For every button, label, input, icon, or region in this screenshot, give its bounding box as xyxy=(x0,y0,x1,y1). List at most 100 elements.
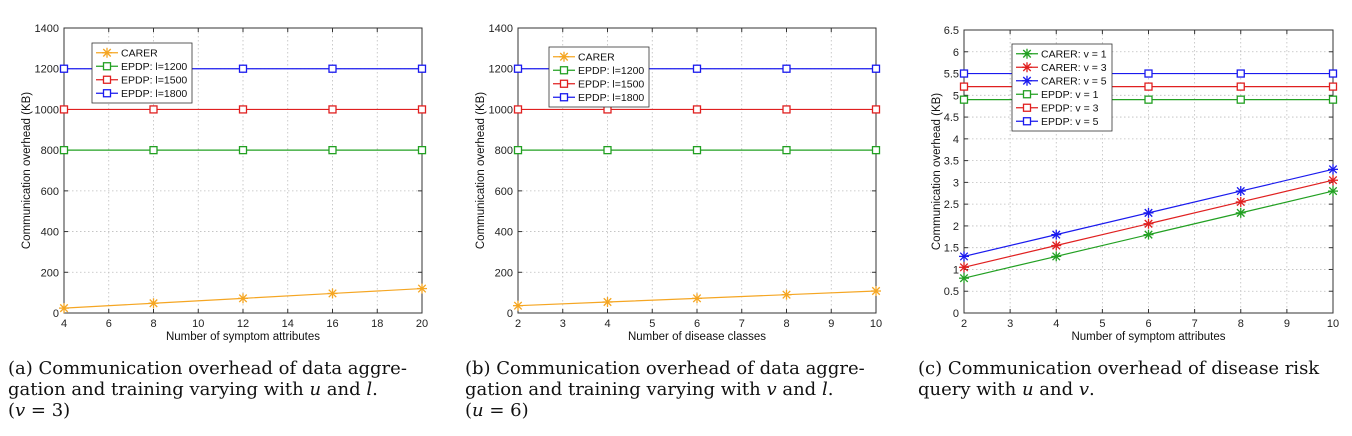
data-point xyxy=(959,251,969,262)
caption-b-period: . xyxy=(827,379,834,400)
data-point xyxy=(871,105,881,114)
caption-a-paren-open: ( xyxy=(8,400,16,421)
y-tick-label: 400 xyxy=(41,227,59,239)
data-point xyxy=(238,293,248,304)
x-tick-label: 14 xyxy=(282,318,294,330)
data-point xyxy=(1328,186,1338,197)
chart-panel-b: 2 3 4 5 6 7 8 9 10 0 200 400 600 800 1000 1200 1400 Numbe… xyxy=(455,0,895,436)
data-point xyxy=(417,145,427,155)
x-tick-label: 8 xyxy=(1238,318,1244,330)
y-tick-label: 6 xyxy=(953,47,959,59)
y-tick-label: 0 xyxy=(53,308,59,320)
legend-marker xyxy=(102,47,112,58)
data-point xyxy=(328,64,337,73)
x-tick-label: 6 xyxy=(1145,318,1151,330)
y-tick-label: 1400 xyxy=(35,23,59,35)
legend-label: CARER xyxy=(578,52,615,64)
legend-item: EPDP: l=1800 xyxy=(553,92,644,104)
data-point xyxy=(1143,218,1154,229)
x-tick-label: 20 xyxy=(416,318,428,330)
chart-c-caption: (c) Communication overhead of disease ri… xyxy=(918,358,1319,400)
legend-item: EPDP: l=1200 xyxy=(96,61,187,73)
x-tick-label: 4 xyxy=(604,318,610,330)
data-point xyxy=(871,64,881,73)
y-tick-label: 1 xyxy=(953,264,959,276)
legend-item: EPDP: v = 1 xyxy=(1016,89,1099,101)
x-tick-label: 12 xyxy=(237,318,249,330)
caption-a-and: and xyxy=(321,379,367,400)
x-axis-label: Number of disease classes xyxy=(628,331,766,343)
x-tick-label: 3 xyxy=(560,318,566,330)
caption-c-var-u: u xyxy=(1021,379,1034,400)
x-tick-label: 10 xyxy=(1327,318,1339,330)
x-tick-label: 7 xyxy=(1192,318,1198,330)
series-0 xyxy=(959,186,1338,284)
legend-item: CARER xyxy=(96,48,158,60)
data-point xyxy=(238,105,248,114)
legend-label: EPDP: l=1200 xyxy=(121,61,187,73)
x-tick-label: 2 xyxy=(515,318,521,330)
chart-a-caption: (a) Communication overhead of data aggre… xyxy=(8,358,407,421)
data-point xyxy=(327,288,338,299)
legend-marker xyxy=(1022,90,1032,99)
caption-c-and: and xyxy=(1033,379,1079,400)
caption-c-var-v: v xyxy=(1078,379,1090,400)
data-point xyxy=(603,145,612,155)
x-axis-label: Number of symptom attributes xyxy=(1071,331,1225,343)
data-point xyxy=(959,262,969,273)
x-tick-label: 9 xyxy=(828,318,834,330)
chart-b-plot: 2 3 4 5 6 7 8 9 10 0 200 400 600 800 1000 1200 1400 Numbe… xyxy=(475,23,882,343)
data-point xyxy=(328,105,337,114)
y-tick-label: 2.5 xyxy=(944,199,959,211)
legend-label: CARER: v = 3 xyxy=(1041,62,1107,74)
data-point xyxy=(781,289,792,300)
caption-b-paren-open: ( xyxy=(465,400,473,421)
legend-marker xyxy=(102,75,112,84)
x-tick-label: 10 xyxy=(192,318,204,330)
data-point xyxy=(871,145,881,155)
legend-item: EPDP: v = 5 xyxy=(1016,116,1099,128)
legend-marker xyxy=(559,66,569,75)
y-tick-label: 1200 xyxy=(35,64,59,76)
legend-item: CARER: v = 5 xyxy=(1016,76,1107,88)
data-point xyxy=(959,95,969,104)
y-tick-label: 1200 xyxy=(489,64,513,76)
caption-b-var-u: u xyxy=(472,400,484,421)
data-point xyxy=(1236,69,1245,78)
data-point xyxy=(1143,229,1154,240)
chart-panel-a: 4 6 8 10 12 14 16 18 20 0 200 400 600 800 1000 1200 1400… xyxy=(0,0,440,436)
x-tick-label: 8 xyxy=(150,318,156,330)
legend-label: EPDP: v = 1 xyxy=(1041,89,1099,101)
y-tick-label: 6.5 xyxy=(944,25,959,37)
legend-item: EPDP: l=1200 xyxy=(553,65,644,77)
legend-label: EPDP: l=1500 xyxy=(121,75,187,87)
y-tick-label: 200 xyxy=(41,267,59,279)
data-point xyxy=(1328,82,1338,91)
legend-marker xyxy=(1022,62,1032,73)
y-tick-label: 0.5 xyxy=(944,286,959,298)
y-tick-label: 4.5 xyxy=(944,112,959,124)
legend-marker xyxy=(559,93,569,102)
data-point xyxy=(238,64,248,73)
data-point xyxy=(1235,186,1246,197)
data-point xyxy=(782,145,791,155)
y-axis-label: Communication overhead (KB) xyxy=(21,92,33,249)
legend-label: EPDP: v = 5 xyxy=(1041,116,1099,128)
data-point xyxy=(1144,69,1153,78)
y-tick-label: 1.5 xyxy=(944,243,959,255)
x-tick-label: 6 xyxy=(106,318,112,330)
data-point xyxy=(238,145,248,155)
legend-item: EPDP: v = 3 xyxy=(1016,103,1099,115)
x-tick-label: 6 xyxy=(694,318,700,330)
legend-item: CARER: v = 1 xyxy=(1016,49,1107,61)
y-tick-label: 0 xyxy=(507,308,513,320)
series-1 xyxy=(513,145,881,155)
data-point xyxy=(513,145,523,155)
y-tick-label: 1400 xyxy=(489,23,513,35)
caption-a-line2a: gation and training varying with xyxy=(8,379,310,400)
x-tick-label: 4 xyxy=(61,318,67,330)
caption-a-var-v: v xyxy=(15,400,26,421)
y-tick-label: 3.5 xyxy=(944,156,959,168)
x-tick-label: 7 xyxy=(739,318,745,330)
